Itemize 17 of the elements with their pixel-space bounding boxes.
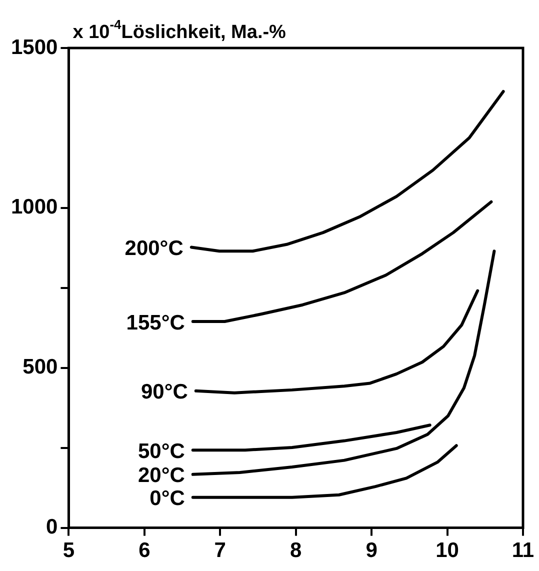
y-tick-label: 1000 [11,196,58,219]
x-tick-label: 7 [214,539,226,562]
x-tick-label: 10 [436,539,459,562]
x-tick-label: 6 [138,539,150,562]
y-tick-label: 0 [46,516,58,539]
series-label: 0°C [150,487,185,510]
x-tick-label: 8 [290,539,302,562]
x-tick-label: 5 [62,539,75,562]
y-tick-label: 1500 [11,36,58,59]
series-label: 20°C [138,464,185,488]
x-tick-label: 9 [366,539,378,562]
series-label: 90°C [140,380,188,404]
series-label: 155°C [126,311,185,334]
y-tick-label: 500 [22,356,58,379]
series-label: 50°C [138,440,185,463]
series-label: 200°C [124,237,184,260]
x-tick-label: 11 [512,539,534,562]
